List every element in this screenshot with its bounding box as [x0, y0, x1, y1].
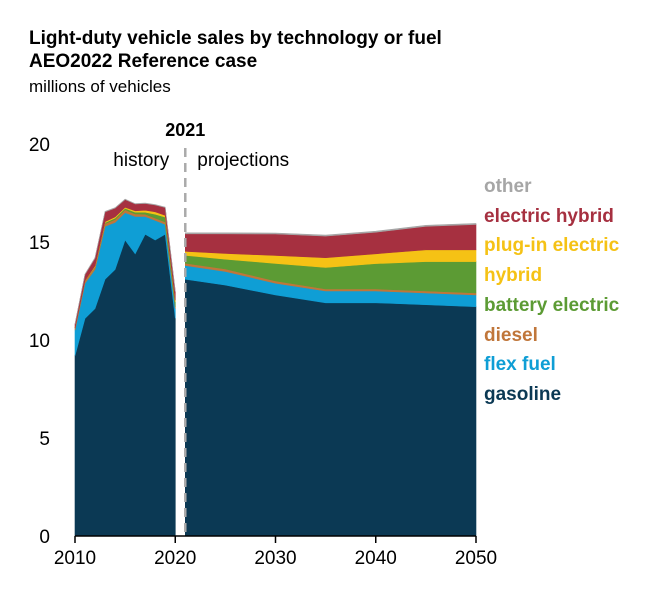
legend-item-gasoline: gasoline — [484, 383, 562, 405]
x-tick-label: 2050 — [455, 548, 497, 569]
legend: other electric hybrid plug-in electric hybr… — [484, 172, 619, 410]
x-tick-label: 2020 — [154, 548, 196, 569]
x-tick-label: 2040 — [355, 548, 397, 569]
area-gasoline-projection — [185, 278, 477, 537]
legend-item-diesel: diesel — [484, 324, 538, 346]
y-tick-label: 15 — [29, 233, 50, 254]
x-tick-label: 2010 — [54, 548, 96, 569]
legend-item-hybrid: hybrid — [484, 265, 543, 287]
y-axis-unit-label: millions of vehicles — [29, 77, 171, 96]
y-tick-label: 0 — [39, 527, 50, 548]
area-layers — [74, 198, 477, 537]
area-other-history — [74, 198, 176, 325]
y-tick-label: 5 — [39, 429, 50, 450]
area-other-projection — [185, 223, 477, 237]
projections-label: projections — [197, 150, 289, 171]
y-tick-label: 20 — [29, 135, 50, 156]
x-axis-ticks: 2010 2020 2030 2040 2050 — [54, 536, 497, 569]
legend-item-flex-fuel: flex fuel — [484, 354, 556, 376]
chart-subtitle: AEO2022 Reference case — [29, 51, 258, 72]
y-axis-ticks: 0 5 10 15 20 — [29, 135, 50, 548]
x-tick-label: 2030 — [254, 548, 296, 569]
legend-item-electric-hybrid: electric hybrid — [484, 205, 614, 227]
chart-title: Light-duty vehicle sales by technology o… — [29, 28, 442, 49]
legend-item-battery-electric: battery electric — [484, 294, 620, 316]
history-label: history — [113, 150, 169, 171]
y-tick-label: 10 — [29, 331, 50, 352]
divider-year-label: 2021 — [165, 120, 205, 140]
legend-item-plug-in-electric: plug-in electric — [484, 235, 620, 257]
legend-item-other: other — [484, 176, 532, 197]
